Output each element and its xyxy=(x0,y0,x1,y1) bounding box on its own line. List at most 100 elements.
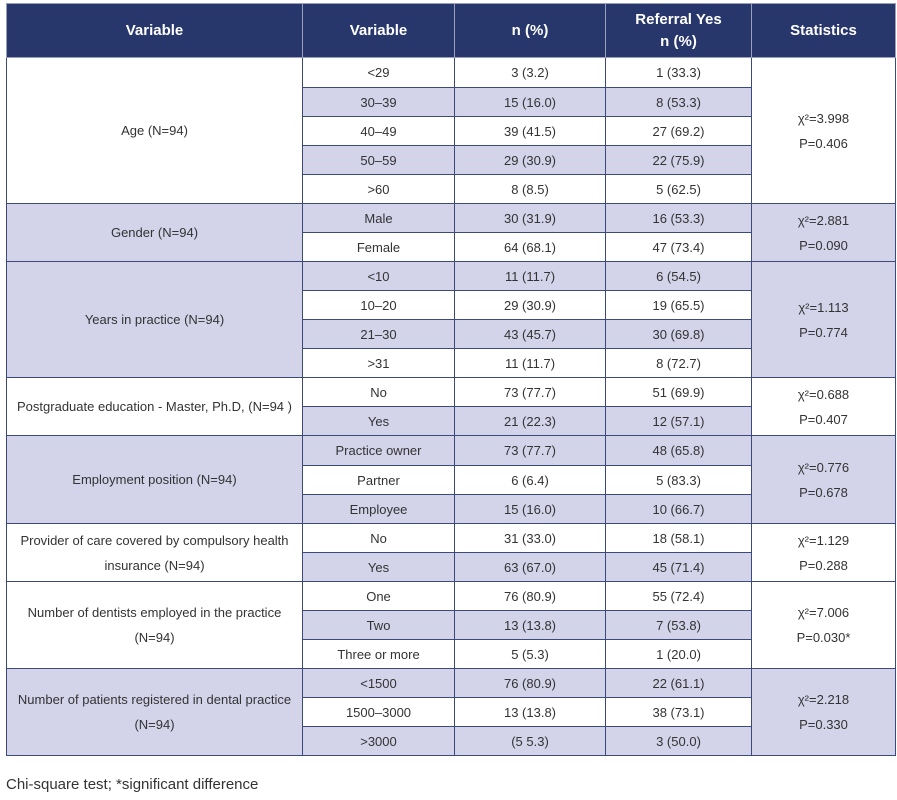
cell-referral-yes: 12 (57.1) xyxy=(605,406,752,436)
cell-level: Employee xyxy=(302,494,455,524)
cell-n-percent: 13 (13.8) xyxy=(454,697,606,727)
cell-level: Two xyxy=(302,610,455,640)
p-value: P=0.406 xyxy=(799,135,848,151)
cell-n-percent: 29 (30.9) xyxy=(454,145,606,175)
results-table: Variable Variable n (%) Referral Yes n (%… xyxy=(6,3,896,756)
table-row: Employee 15 (16.0) 10 (66.7) xyxy=(7,494,896,524)
cell-n-percent: 13 (13.8) xyxy=(454,610,606,640)
cell-referral-yes: 6 (54.5) xyxy=(605,261,752,291)
chi-square-value: χ²=0.776 xyxy=(797,459,850,475)
header-variable-level: Variable xyxy=(302,3,455,58)
chi-square-value: χ²=2.881 xyxy=(797,212,850,228)
cell-n-percent: 6 (6.4) xyxy=(454,465,606,495)
table-row: Number of dentists employed in the pract… xyxy=(6,581,896,669)
cell-level: One xyxy=(302,581,455,611)
cell-referral-yes: 27 (69.2) xyxy=(605,116,752,146)
statistics-cell: χ²=2.218 P=0.330 xyxy=(751,668,896,756)
cell-n-percent: (5 5.3) xyxy=(454,726,606,756)
cell-level: Partner xyxy=(302,465,455,495)
table-row: Yes 63 (67.0) 45 (71.4) xyxy=(7,552,896,582)
chi-square-value: χ²=3.998 xyxy=(797,110,850,126)
statistics-cell: χ²=2.881 P=0.090 xyxy=(751,203,896,262)
group-label: Gender (N=94) xyxy=(6,203,303,262)
group-label: Years in practice (N=94) xyxy=(6,261,303,378)
header-row: Variable Variable n (%) Referral Yes n (%… xyxy=(6,3,896,58)
cell-n-percent: 76 (80.9) xyxy=(454,668,606,698)
table-row: Female 64 (68.1) 47 (73.4) xyxy=(7,232,896,262)
cell-n-percent: 15 (16.0) xyxy=(454,494,606,524)
table-row: 1500–3000 13 (13.8) 38 (73.1) xyxy=(7,697,896,727)
header-statistics: Statistics xyxy=(751,3,896,58)
cell-level: 50–59 xyxy=(302,145,455,175)
cell-referral-yes: 7 (53.8) xyxy=(605,610,752,640)
table-row: Yes 21 (22.3) 12 (57.1) xyxy=(7,406,896,436)
cell-referral-yes: 19 (65.5) xyxy=(605,290,752,320)
cell-level: >3000 xyxy=(302,726,455,756)
cell-level: 10–20 xyxy=(302,290,455,320)
p-value: P=0.774 xyxy=(799,324,848,340)
statistics-cell: χ²=1.129 P=0.288 xyxy=(751,523,896,582)
cell-level: Three or more xyxy=(302,639,455,669)
header-variable: Variable xyxy=(6,3,303,58)
cell-referral-yes: 8 (72.7) xyxy=(605,348,752,378)
statistics-cell: χ²=0.776 P=0.678 xyxy=(751,435,896,524)
p-value: P=0.678 xyxy=(799,484,848,500)
table-row: >3000 (5 5.3) 3 (50.0) xyxy=(7,726,896,756)
cell-referral-yes: 3 (50.0) xyxy=(605,726,752,756)
chi-square-value: χ²=1.113 xyxy=(798,299,849,315)
table-row: Postgraduate education - Master, Ph.D, (… xyxy=(6,377,896,436)
table-row: Number of patients registered in dental … xyxy=(6,668,896,756)
cell-referral-yes: 47 (73.4) xyxy=(605,232,752,262)
cell-level: 30–39 xyxy=(302,87,455,117)
cell-level: No xyxy=(302,377,455,407)
cell-referral-yes: 5 (83.3) xyxy=(605,465,752,495)
cell-referral-yes: 16 (53.3) xyxy=(605,203,752,233)
cell-n-percent: 29 (30.9) xyxy=(454,290,606,320)
table-row: Employment position (N=94) Practice owner… xyxy=(6,435,896,524)
table-row: Provider of care covered by compulsory h… xyxy=(6,523,896,582)
group-label: Provider of care covered by compulsory h… xyxy=(6,523,303,582)
cell-n-percent: 31 (33.0) xyxy=(454,523,606,553)
table-row: Two 13 (13.8) 7 (53.8) xyxy=(7,610,896,640)
cell-referral-yes: 22 (61.1) xyxy=(605,668,752,698)
table-row: Gender (N=94) Male 30 (31.9) 16 (53.3) χ²=2.… xyxy=(6,203,896,262)
table-row: Years in practice (N=94) <10 11 (11.7) 6 (5… xyxy=(6,261,896,378)
statistics-cell: χ²=0.688 P=0.407 xyxy=(751,377,896,436)
cell-level: Male xyxy=(302,203,455,233)
table-row: >60 8 (8.5) 5 (62.5) xyxy=(7,174,896,204)
cell-referral-yes: 38 (73.1) xyxy=(605,697,752,727)
chi-square-value: χ²=7.006 xyxy=(797,605,850,620)
cell-n-percent: 76 (80.9) xyxy=(454,581,606,611)
cell-level: Female xyxy=(302,232,455,262)
header-referral-text: Referral Yes n (%) xyxy=(635,10,722,50)
header-n-percent: n (%) xyxy=(454,3,606,58)
cell-n-percent: 3 (3.2) xyxy=(454,57,606,88)
chi-square-value: χ²=0.688 xyxy=(797,386,850,402)
cell-n-percent: 39 (41.5) xyxy=(454,116,606,146)
footnote: Chi-square test; *significant difference xyxy=(6,776,259,793)
cell-level: 1500–3000 xyxy=(302,697,455,727)
p-value: P=0.030* xyxy=(796,630,851,645)
cell-level: 40–49 xyxy=(302,116,455,146)
cell-referral-yes: 5 (62.5) xyxy=(605,174,752,204)
p-value: P=0.090 xyxy=(799,237,848,253)
cell-referral-yes: 18 (58.1) xyxy=(605,523,752,553)
group-label: Postgraduate education - Master, Ph.D, (… xyxy=(6,377,303,436)
cell-referral-yes: 45 (71.4) xyxy=(605,552,752,582)
table-row: 10–20 29 (30.9) 19 (65.5) xyxy=(7,290,896,320)
cell-referral-yes: 51 (69.9) xyxy=(605,377,752,407)
table-row: >31 11 (11.7) 8 (72.7) xyxy=(7,348,896,378)
cell-referral-yes: 22 (75.9) xyxy=(605,145,752,175)
p-value: P=0.407 xyxy=(799,411,848,427)
cell-n-percent: 5 (5.3) xyxy=(454,639,606,669)
cell-level: <10 xyxy=(302,261,455,291)
table-row: Age (N=94) <29 3 (3.2) 1 (33.3) χ²=3.998 P=0.… xyxy=(6,57,896,204)
cell-n-percent: 73 (77.7) xyxy=(454,435,606,466)
header-referral-yes: Referral Yes n (%) xyxy=(605,3,752,58)
table-row: 30–39 15 (16.0) 8 (53.3) xyxy=(7,87,896,117)
cell-referral-yes: 10 (66.7) xyxy=(605,494,752,524)
group-label: Employment position (N=94) xyxy=(6,435,303,524)
cell-referral-yes: 30 (69.8) xyxy=(605,319,752,349)
cell-n-percent: 64 (68.1) xyxy=(454,232,606,262)
group-label: Number of patients registered in dental … xyxy=(6,668,303,756)
